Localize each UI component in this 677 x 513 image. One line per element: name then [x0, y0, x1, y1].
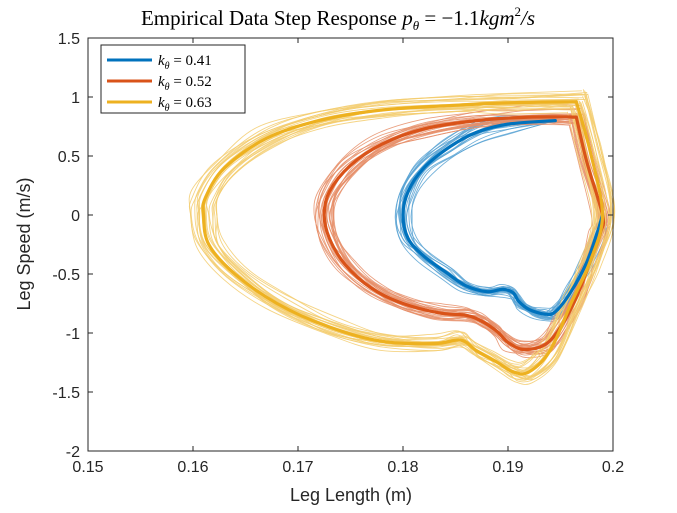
legend-label-2: kθ = 0.63: [158, 95, 212, 114]
mean-curve-series-0: [401, 119, 605, 317]
trial-trace: [196, 98, 606, 381]
y-axis-ticks: 1.5 1 0.5 0 -0.5 -1 -1.5 -2: [52, 31, 613, 461]
y-tick-label: -1: [66, 326, 80, 343]
x-tick-label: 0.17: [282, 459, 313, 476]
legend-label-0: kθ = 0.41: [158, 53, 212, 72]
y-tick-label: 1: [71, 90, 80, 107]
mean-curve-series-2: [201, 100, 605, 376]
y-tick-label: -1.5: [52, 385, 80, 402]
y-tick-label: 1.5: [58, 31, 80, 48]
x-tick-label: 0.16: [177, 459, 208, 476]
y-tick-label: 0.5: [58, 149, 80, 166]
x-tick-label: 0.19: [492, 459, 523, 476]
y-axis-label: Leg Speed (m/s): [14, 177, 34, 310]
chart-title: Empirical Data Step Response pθ = −1.1kg…: [141, 4, 535, 33]
x-axis-ticks: 0.15 0.16 0.17 0.18 0.19 0.2: [72, 38, 624, 476]
mean-curve-layer: [201, 100, 606, 376]
x-axis-label: Leg Length (m): [290, 485, 412, 505]
x-tick-label: 0.2: [602, 459, 624, 476]
x-tick-label: 0.15: [72, 459, 103, 476]
axes-box: [87, 37, 614, 452]
y-tick-label: 0: [71, 208, 80, 225]
y-tick-label: -2: [66, 444, 80, 461]
y-tick-label: -0.5: [52, 267, 80, 284]
legend: kθ = 0.41 kθ = 0.52 kθ = 0.63: [100, 44, 246, 114]
x-tick-label: 0.18: [387, 459, 418, 476]
trial-trace: [188, 89, 612, 377]
trial-trace: [213, 111, 593, 369]
legend-label-1: kθ = 0.52: [158, 74, 212, 93]
